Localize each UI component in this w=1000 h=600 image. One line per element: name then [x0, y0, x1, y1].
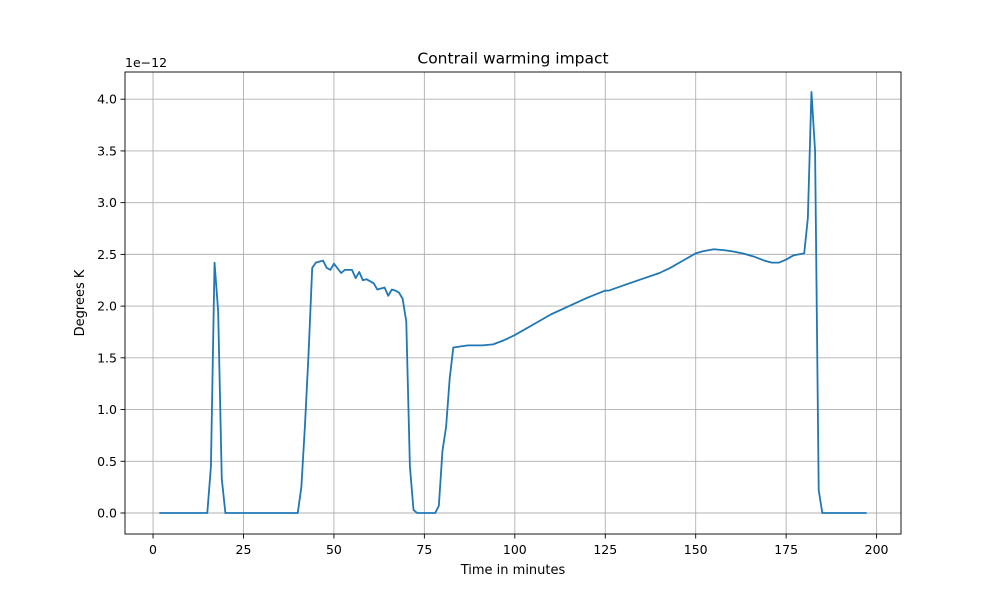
y-tick-label: 0.0 — [97, 506, 117, 521]
x-tick-label: 0 — [149, 542, 157, 557]
x-tick-label: 100 — [503, 542, 527, 557]
y-tick-label: 4.0 — [97, 92, 117, 107]
x-axis-label: Time in minutes — [460, 563, 566, 578]
x-tick-label: 50 — [326, 542, 342, 557]
x-tick-label: 25 — [236, 542, 252, 557]
x-tick-label: 125 — [593, 542, 617, 557]
y-tick-label: 0.5 — [97, 454, 117, 469]
x-tick-label: 200 — [865, 542, 889, 557]
y-tick-label: 2.0 — [97, 299, 117, 314]
grid — [125, 72, 901, 534]
x-axis-ticks: 0 25 50 75 100 125 150 175 200 — [149, 534, 889, 557]
y-offset-label: 1e−12 — [125, 55, 167, 70]
x-tick-label: 150 — [684, 542, 708, 557]
series-line — [159, 91, 867, 514]
y-tick-label: 1.0 — [97, 402, 117, 417]
y-axis-ticks: 0.0 0.5 1.0 1.5 2.0 2.5 3.0 3.5 4.0 — [97, 92, 125, 521]
x-tick-label: 175 — [774, 542, 798, 557]
y-tick-label: 1.5 — [97, 350, 117, 365]
x-tick-label: 75 — [416, 542, 432, 557]
series-layer — [159, 91, 867, 514]
chart-title: Contrail warming impact — [417, 50, 608, 68]
plot-frame — [124, 71, 902, 535]
y-axis-label: Degrees K — [73, 269, 88, 336]
y-tick-label: 3.0 — [97, 195, 117, 210]
y-tick-label: 3.5 — [97, 143, 117, 158]
y-tick-label: 2.5 — [97, 247, 117, 262]
